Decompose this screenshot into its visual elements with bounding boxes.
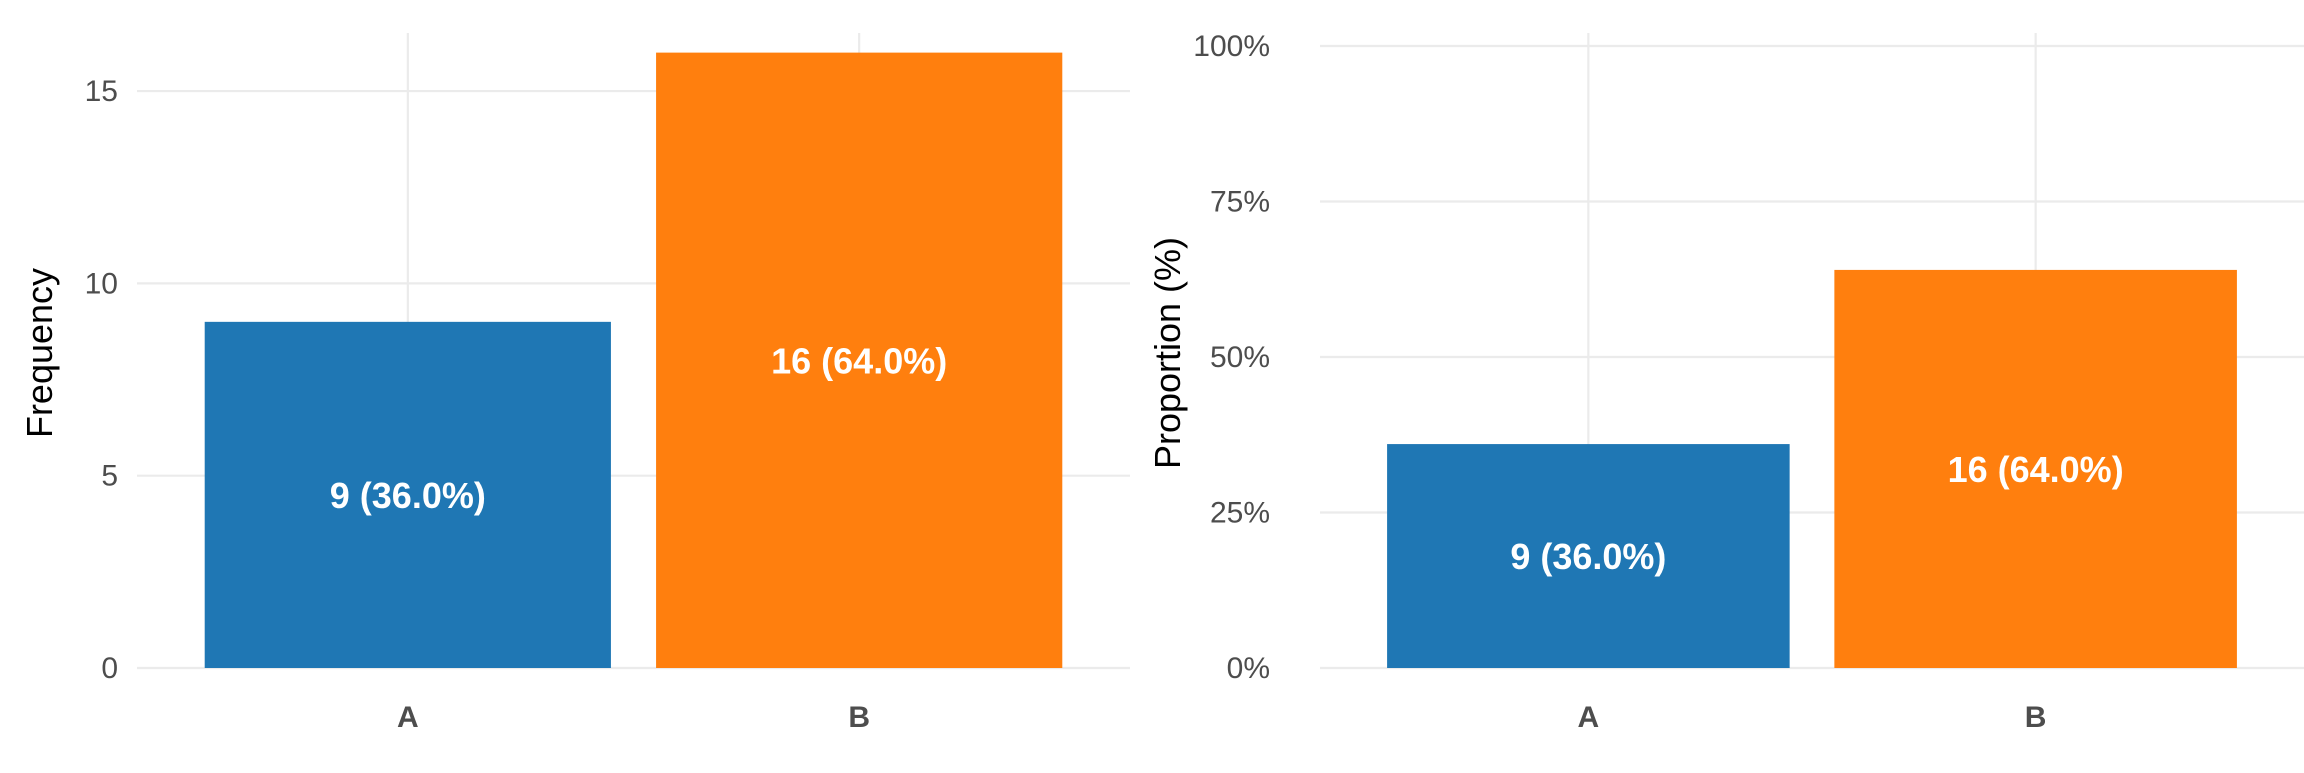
bar-value-label: 9 (36.0%) — [1510, 536, 1666, 577]
chart-panel-2: 0% 25% 50% 75% 100% 9 (36.0%) A 16 (64.0%) B Prop… — [1147, 30, 2304, 734]
x-tick-label: A — [397, 701, 419, 734]
y-tick-label: 0 — [101, 652, 118, 685]
chart-panel-1: 0 5 10 15 9 (36.0%) A 16 (64.0%) B Frequency — [19, 33, 1130, 734]
bar-A — [1387, 444, 1790, 668]
x-tick-label: A — [1578, 701, 1600, 734]
y-axis-title: Frequency — [19, 268, 60, 438]
bar-value-label: 16 (64.0%) — [771, 340, 947, 381]
x-tick-label: B — [2025, 701, 2047, 734]
x-tick-label: B — [848, 701, 870, 734]
y-tick-label: 50% — [1210, 341, 1270, 374]
y-tick-label: 15 — [85, 75, 118, 108]
bar-B — [656, 52, 1063, 669]
bar-value-label: 16 (64.0%) — [1948, 449, 2124, 490]
y-axis-title: Proportion (%) — [1147, 237, 1188, 469]
y-tick-label: 25% — [1210, 496, 1270, 529]
y-tick-label: 75% — [1210, 185, 1270, 218]
bar-A — [204, 321, 611, 668]
y-tick-label: 5 — [101, 460, 118, 493]
y-tick-label: 100% — [1193, 30, 1270, 63]
bar-B — [1834, 269, 2237, 668]
bar-value-label: 9 (36.0%) — [330, 475, 486, 516]
y-tick-label: 0% — [1227, 652, 1270, 685]
y-tick-label: 10 — [85, 267, 118, 300]
